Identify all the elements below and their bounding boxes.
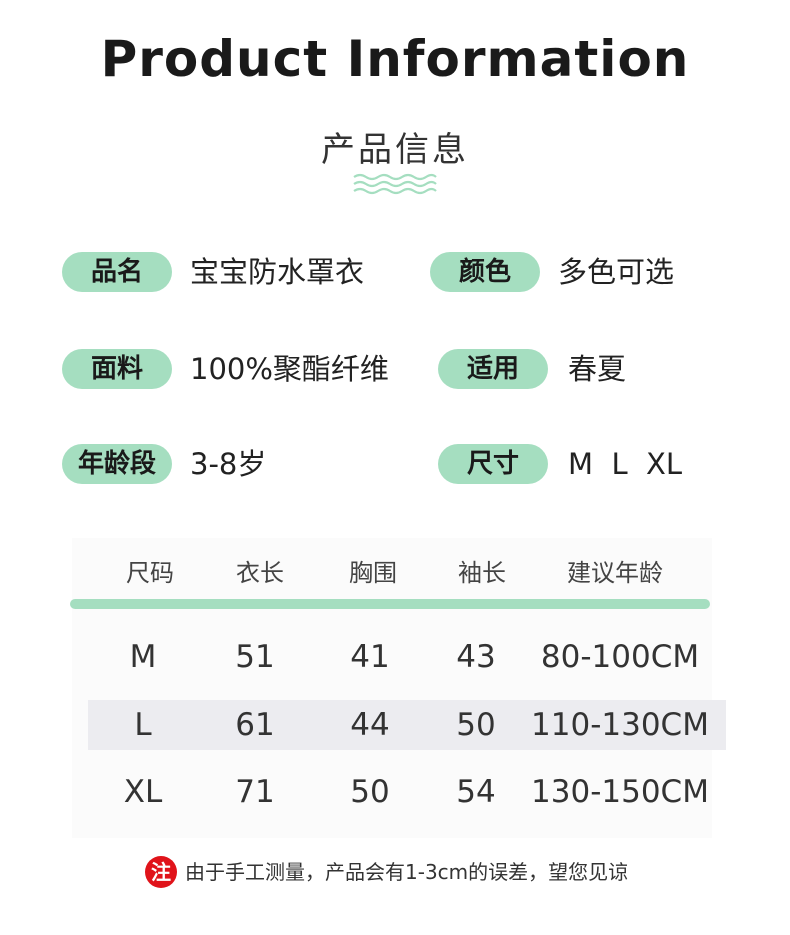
- note-badge-icon: 注: [145, 856, 177, 888]
- table-cell: XL: [123, 774, 163, 810]
- table-header-chest: 胸围: [349, 559, 397, 587]
- table-header-age: 建议年龄: [567, 559, 663, 587]
- table-header-length: 衣长: [236, 559, 284, 587]
- spec-value-fabric: 100%聚酯纤维: [190, 352, 389, 386]
- table-cell: 51: [235, 639, 275, 675]
- spec-value-size: M L XL: [568, 447, 683, 481]
- spec-label-size: 尺寸: [438, 444, 548, 484]
- spec-label-fabric: 面料: [62, 349, 172, 389]
- table-header-size: 尺码: [126, 559, 174, 587]
- table-cell: M: [129, 639, 157, 675]
- spec-label-season: 适用: [438, 349, 548, 389]
- table-cell: 80-100CM: [540, 639, 700, 675]
- table-cell: 54: [456, 774, 496, 810]
- page-subtitle: 产品信息: [321, 130, 469, 170]
- table-header-divider: [70, 599, 710, 609]
- spec-label-name: 品名: [62, 252, 172, 292]
- table-cell: 43: [456, 639, 496, 675]
- table-cell: 61: [235, 707, 275, 743]
- size-table: [72, 538, 712, 838]
- table-cell: 44: [350, 707, 390, 743]
- spec-value-name: 宝宝防水罩衣: [190, 255, 365, 289]
- table-cell: 41: [350, 639, 390, 675]
- table-cell: 110-130CM: [531, 707, 709, 743]
- measurement-note: 由于手工测量，产品会有1-3cm的误差，望您见谅: [185, 860, 629, 884]
- table-cell: 50: [350, 774, 390, 810]
- table-cell: 130-150CM: [531, 774, 709, 810]
- table-header-sleeve: 袖长: [458, 559, 506, 587]
- spec-label-age: 年龄段: [62, 444, 172, 484]
- page-title: Product Information: [100, 30, 690, 88]
- table-cell: 50: [456, 707, 496, 743]
- spec-label-color: 颜色: [430, 252, 540, 292]
- table-cell: 71: [235, 774, 275, 810]
- spec-value-color: 多色可选: [558, 255, 675, 289]
- wave-divider-icon: [353, 173, 437, 195]
- table-row-highlight: [88, 700, 726, 750]
- spec-value-season: 春夏: [568, 352, 627, 386]
- spec-value-age: 3-8岁: [190, 447, 267, 481]
- table-cell: L: [134, 707, 152, 743]
